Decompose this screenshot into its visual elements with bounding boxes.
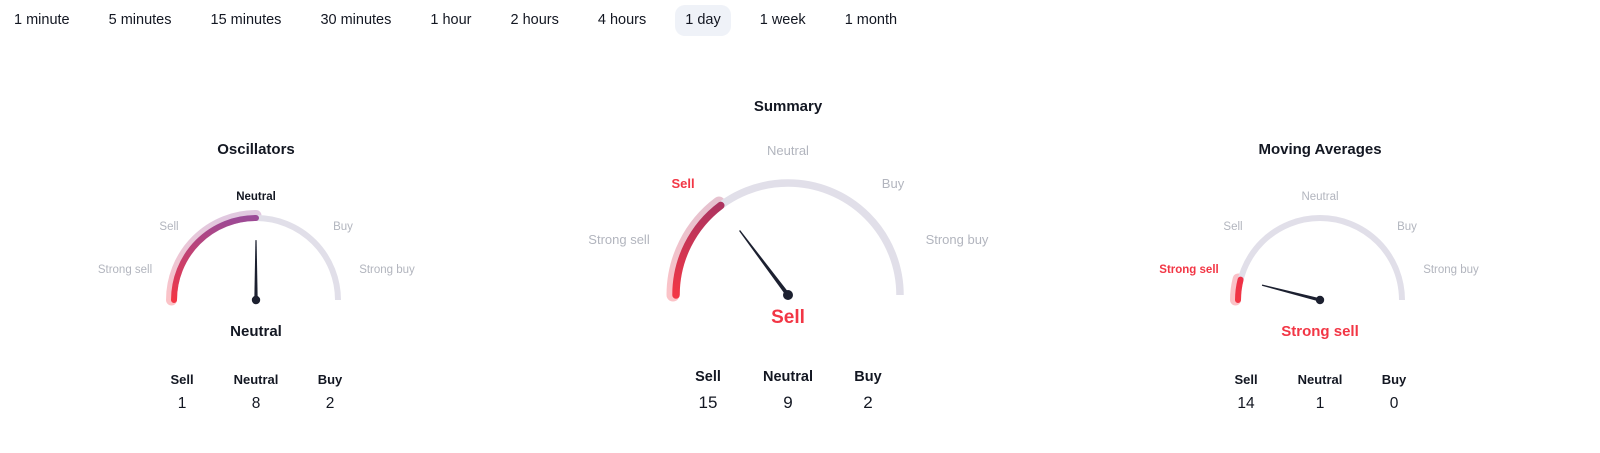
count-buy: Buy 2 xyxy=(293,371,367,414)
count-value: 14 xyxy=(1237,395,1255,412)
count-value: 2 xyxy=(863,393,873,412)
zone-label-sell: Sell xyxy=(671,176,695,191)
gauge-track-arc xyxy=(672,179,904,296)
count-value: 9 xyxy=(783,393,793,412)
count-value: 2 xyxy=(325,395,335,412)
zone-label-neutral: Neutral xyxy=(1301,191,1339,203)
speedometer-svg xyxy=(666,179,904,302)
tab-4-hours[interactable]: 4 hours xyxy=(588,5,656,36)
gauge-needle-pivot xyxy=(251,295,261,305)
gauge-status: Sell xyxy=(771,307,805,328)
gauge-title: Summary xyxy=(753,98,823,115)
count-label: Buy xyxy=(1381,372,1407,387)
tab-5-minutes[interactable]: 5 minutes xyxy=(99,5,182,36)
gauge-title: Oscillators xyxy=(217,141,295,158)
gauge-counts: Sell 1 Neutral 8 Buy 2 xyxy=(36,371,476,414)
zone-label-sell: Sell xyxy=(159,221,179,233)
count-sell: Sell 1 xyxy=(145,371,219,414)
tab-1-hour[interactable]: 1 hour xyxy=(420,5,481,36)
count-value: 1 xyxy=(177,395,187,412)
gauge-stage: Strong sell Sell Neutral Buy Strong buy xyxy=(548,117,1028,317)
zone-label-neutral: Neutral xyxy=(236,191,276,203)
gauge-counts: Sell 15 Neutral 9 Buy 2 xyxy=(548,368,1028,413)
gauge-needle xyxy=(739,230,790,297)
count-label: Neutral xyxy=(1297,372,1343,387)
zone-label-buy: Buy xyxy=(333,221,353,233)
tab-15-minutes[interactable]: 15 minutes xyxy=(201,5,292,36)
gauge-needle-pivot xyxy=(1315,295,1325,305)
tab-1-minute[interactable]: 1 minute xyxy=(4,5,80,36)
tab-30-minutes[interactable]: 30 minutes xyxy=(310,5,401,36)
zone-label-buy: Buy xyxy=(1397,221,1417,233)
gauge-needle-pivot xyxy=(783,290,793,300)
gauge-summary: Summary Strong sell Sell Neutral Buy Str xyxy=(548,92,1028,437)
count-sell: Sell 15 xyxy=(668,368,748,413)
gauge-track-arc xyxy=(1235,215,1405,301)
count-value: 15 xyxy=(698,393,718,412)
gauge-fill-arc xyxy=(1235,276,1244,303)
tab-1-week[interactable]: 1 week xyxy=(750,5,816,36)
count-value: 0 xyxy=(1389,395,1399,412)
zone-label-strong-sell: Strong sell xyxy=(1159,264,1219,276)
gauge-fill-arc xyxy=(171,215,259,303)
count-neutral: Neutral 8 xyxy=(219,371,293,414)
zone-label-sell: Sell xyxy=(1223,221,1243,233)
count-label: Sell xyxy=(695,369,721,385)
gauge-needle xyxy=(1261,284,1321,302)
interval-tabbar: 1 minute 5 minutes 15 minutes 30 minutes 1 h… xyxy=(4,5,907,36)
count-buy: Buy 2 xyxy=(828,368,908,413)
zone-label-neutral: Neutral xyxy=(767,143,809,158)
count-neutral: Neutral 1 xyxy=(1283,371,1357,414)
count-label: Neutral xyxy=(233,372,279,387)
count-label: Neutral xyxy=(763,369,813,385)
zone-label-strong-buy: Strong buy xyxy=(1423,264,1479,276)
count-value: 8 xyxy=(251,395,261,412)
speedometer-svg xyxy=(1229,215,1405,306)
tab-2-hours[interactable]: 2 hours xyxy=(501,5,569,36)
speedometer-svg xyxy=(166,210,341,306)
tab-1-month[interactable]: 1 month xyxy=(835,5,907,36)
count-label: Buy xyxy=(854,369,882,385)
count-sell: Sell 14 xyxy=(1209,371,1283,414)
count-label: Buy xyxy=(317,372,343,387)
zone-label-strong-sell: Strong sell xyxy=(588,232,650,247)
count-label: Sell xyxy=(170,372,194,387)
gauge-title: Moving Averages xyxy=(1258,141,1382,158)
zone-label-strong-sell: Strong sell xyxy=(97,264,153,276)
gauge-oscillators: Oscillators Strong sell Sell Neutral Buy xyxy=(36,135,476,435)
count-buy: Buy 0 xyxy=(1357,371,1431,414)
zone-label-strong-buy: Strong buy xyxy=(359,264,415,276)
gauge-stage: Strong sell Sell Neutral Buy Strong buy xyxy=(1100,160,1540,340)
count-neutral: Neutral 9 xyxy=(748,368,828,413)
gauge-status: Neutral xyxy=(230,323,282,340)
gauge-needle xyxy=(254,240,258,300)
gauge-stage: Strong sell Sell Neutral Buy Strong buy xyxy=(36,160,476,340)
gauge-counts: Sell 14 Neutral 1 Buy 0 xyxy=(1100,371,1540,414)
gauge-fill-arc xyxy=(672,201,725,299)
count-value: 1 xyxy=(1315,395,1325,412)
gauge-status: Strong sell xyxy=(1281,323,1359,340)
zone-label-buy: Buy xyxy=(881,176,905,191)
zone-label-strong-buy: Strong buy xyxy=(925,232,989,247)
gauge-moving-averages: Moving Averages Strong sell Sell Neutral… xyxy=(1100,135,1540,435)
count-label: Sell xyxy=(1234,372,1258,387)
tab-1-day[interactable]: 1 day xyxy=(675,5,731,36)
